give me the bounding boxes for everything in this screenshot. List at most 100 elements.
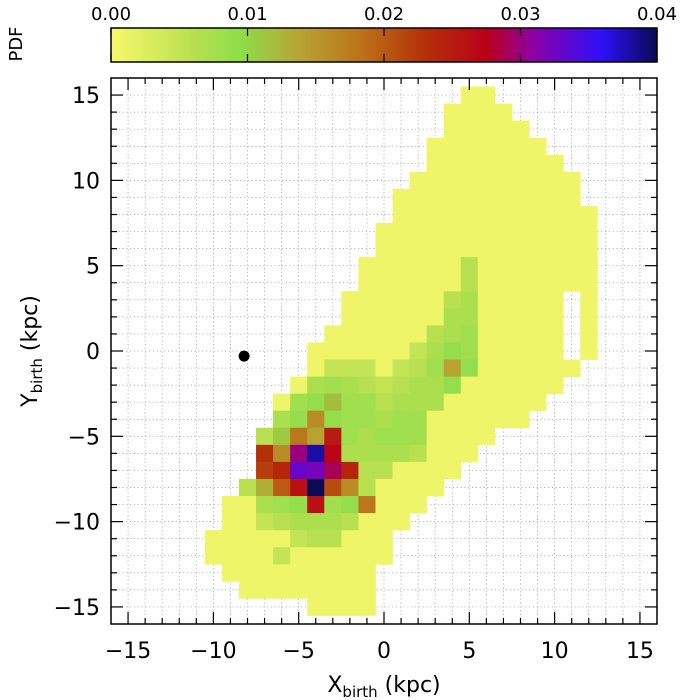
heatmap-cell <box>341 547 359 565</box>
heatmap-cell <box>341 325 359 343</box>
x-axis-title: Xbirth (kpc) <box>327 673 440 700</box>
heatmap-cell <box>529 342 547 360</box>
colorbar-tick-label: 0.03 <box>500 4 540 25</box>
heatmap-cell <box>563 205 581 224</box>
heatmap-cell <box>409 376 428 395</box>
heatmap-cell <box>324 530 342 548</box>
heatmap-cell <box>273 478 291 497</box>
heatmap-cell <box>358 444 376 463</box>
heatmap-cell <box>443 376 462 395</box>
heatmap-cell <box>426 291 445 309</box>
heatmap-cell <box>324 427 342 446</box>
heatmap-cell <box>511 376 530 395</box>
heatmap-cell <box>580 274 598 292</box>
heatmap-cell <box>494 393 513 412</box>
heatmap-cell <box>477 205 496 224</box>
heatmap-cell <box>358 274 376 292</box>
heatmap-cell <box>443 291 462 309</box>
heatmap-cell <box>529 291 547 309</box>
heatmap-cell <box>511 342 530 360</box>
x-tick-labels: −15 −10 −5 0 5 10 15 <box>105 639 654 664</box>
heatmap-cell <box>290 376 308 395</box>
heatmap-cell <box>494 359 513 377</box>
heatmap-cell <box>426 188 445 207</box>
y-tick-label: 15 <box>72 84 100 109</box>
heatmap-cell <box>443 154 462 173</box>
heatmap-cell <box>443 325 462 343</box>
y-tick-label: −15 <box>54 596 100 621</box>
heatmap-cell <box>307 513 325 531</box>
heatmap-cell <box>375 393 393 412</box>
heatmap-cell <box>409 308 428 326</box>
heatmap-cell <box>529 223 547 241</box>
heatmap-cell <box>443 171 462 190</box>
y-tick-label: −5 <box>68 425 100 450</box>
heatmap-cell <box>460 359 479 377</box>
heatmap-cell <box>460 427 479 446</box>
heatmap-cell <box>443 359 462 377</box>
heatmap-cell <box>426 342 445 360</box>
heatmap-cell <box>426 137 445 156</box>
heatmap-cell <box>460 171 479 190</box>
heatmap-cell <box>409 359 428 377</box>
heatmap-cell <box>221 547 240 565</box>
heatmap-cell <box>341 581 359 599</box>
heatmap-cell <box>546 240 564 258</box>
heatmap-cell <box>324 496 342 514</box>
heatmap-cell <box>529 171 547 190</box>
heatmap-cell <box>443 120 462 139</box>
heatmap-cell <box>358 376 376 395</box>
heatmap-cell <box>392 513 410 531</box>
heatmap-cell <box>256 496 274 514</box>
heatmap-cell <box>256 530 274 548</box>
heatmap-cell <box>426 376 445 395</box>
heatmap-cell <box>392 478 410 497</box>
heatmap-cell <box>529 137 547 156</box>
heatmap-cell <box>460 325 479 343</box>
heatmap-cell <box>511 120 530 139</box>
heatmap-cell <box>221 513 240 531</box>
heatmap-cell <box>409 478 428 497</box>
heatmap-cell <box>238 547 257 565</box>
heatmap-cell <box>375 240 393 258</box>
heatmap-cell <box>307 530 325 548</box>
y-tick-label: 0 <box>86 340 100 365</box>
heatmap-cell <box>273 547 291 565</box>
heatmap-cell <box>546 308 564 326</box>
heatmap-cell <box>460 188 479 207</box>
heatmap-cell <box>341 461 359 480</box>
heatmap-cell <box>392 376 410 395</box>
heatmap-cell <box>375 513 393 531</box>
heatmap-cell <box>529 274 547 292</box>
heatmap-cell <box>494 154 513 173</box>
heatmap-cell <box>460 376 479 395</box>
heatmap-cell <box>443 240 462 258</box>
heatmap-cell <box>290 496 308 514</box>
heatmap-cell <box>511 393 530 412</box>
heatmap-cell <box>580 205 598 224</box>
heatmap-cell <box>460 205 479 224</box>
heatmap-cell <box>563 274 581 292</box>
heatmap-cell <box>341 444 359 463</box>
heatmap-cell <box>392 308 410 326</box>
heatmap-cell <box>477 308 496 326</box>
heatmap-cell <box>392 291 410 309</box>
heatmap-cell <box>426 393 445 412</box>
heatmap-cell <box>238 478 257 497</box>
heatmap-cell <box>358 478 376 497</box>
heatmap-cell <box>409 342 428 360</box>
heatmap-cell <box>494 223 513 241</box>
heatmap-cell <box>477 188 496 207</box>
heatmap-cell <box>426 274 445 292</box>
heatmap-cell <box>460 86 479 104</box>
heatmap-cell <box>426 257 445 275</box>
heatmap-cell <box>426 359 445 377</box>
heatmap-cell <box>477 171 496 190</box>
x-tick-label: 10 <box>541 639 569 664</box>
heatmap-cell <box>546 205 564 224</box>
x-tick-label: 15 <box>626 639 654 664</box>
heatmap-cell <box>358 598 376 616</box>
heatmap-cell <box>426 427 445 446</box>
axis-ticks <box>111 78 657 624</box>
heatmap-cell <box>511 291 530 309</box>
